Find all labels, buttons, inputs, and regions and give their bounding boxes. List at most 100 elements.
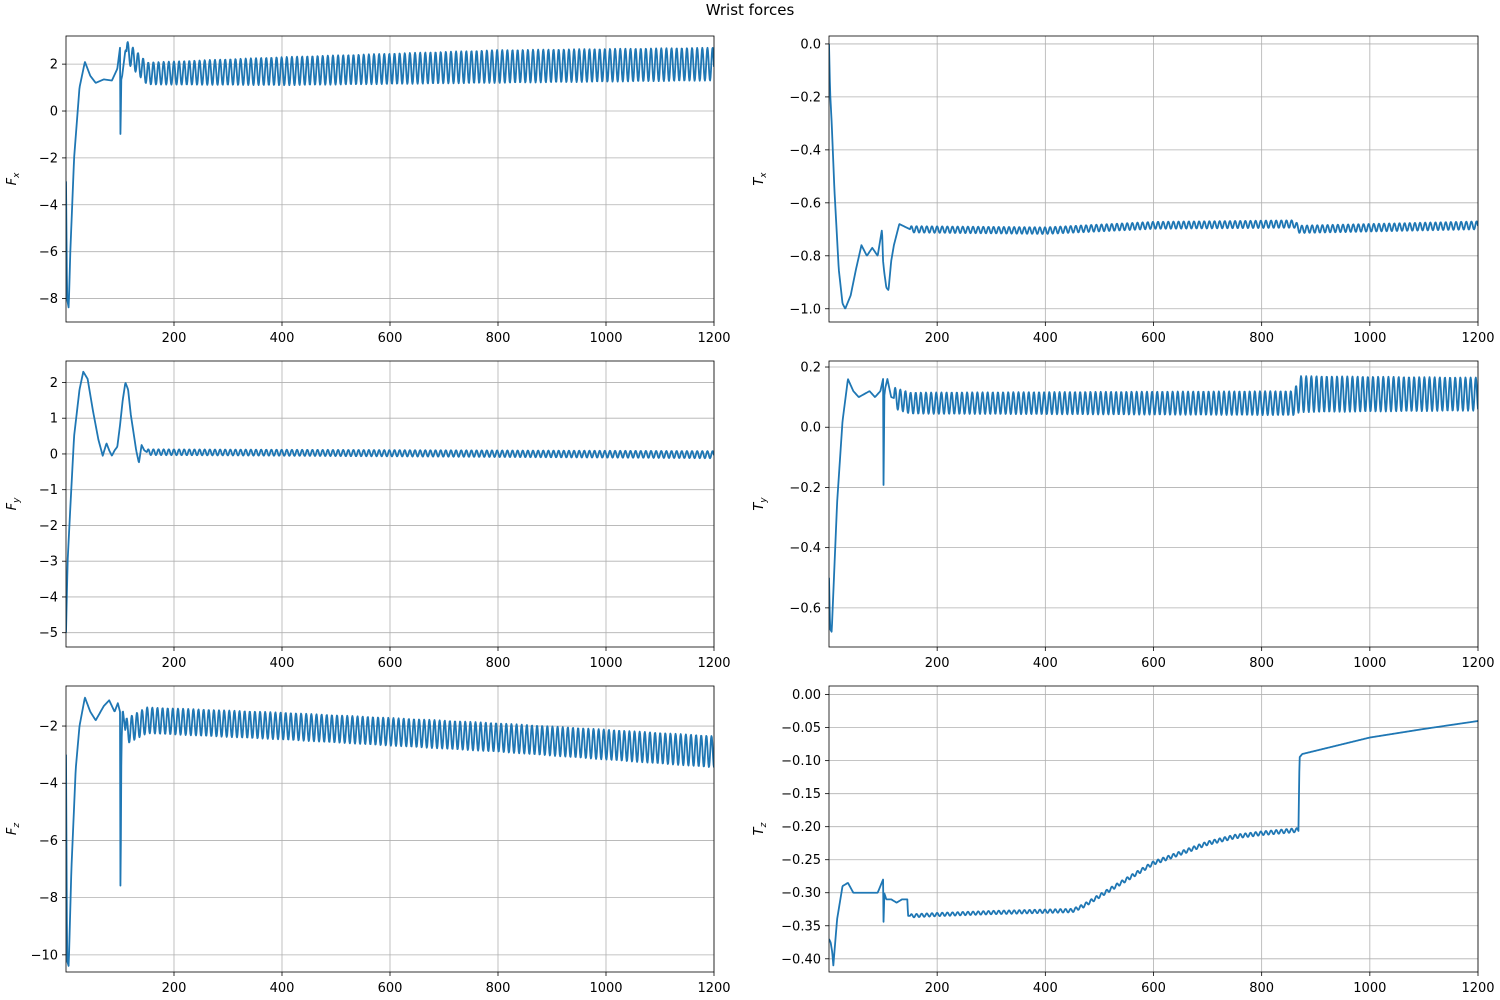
y-tick-label: −4	[39, 777, 58, 792]
x-tick-label: 400	[270, 331, 295, 346]
y-tick-label: −0.20	[781, 820, 821, 835]
axes-frame	[65, 360, 715, 648]
y-tick-label: −2	[39, 720, 58, 735]
y-tick-label: 2	[50, 58, 58, 73]
data-series-line	[66, 41, 714, 309]
x-tick-label: 1200	[697, 331, 730, 346]
data-series-line	[829, 720, 1478, 967]
axes-frame	[65, 35, 715, 323]
x-tick-label: 600	[378, 331, 403, 346]
y-tick-label: −0.15	[781, 787, 821, 802]
y-tick-label: −2	[39, 519, 58, 534]
axes-frame	[65, 685, 715, 973]
y-axis-label: Tx	[752, 172, 769, 186]
y-tick-label: −5	[39, 626, 58, 641]
y-tick-label: −4	[39, 198, 58, 213]
x-tick-label: 600	[1141, 656, 1166, 671]
y-tick-label: −0.40	[781, 952, 821, 967]
data-series-line	[829, 43, 1478, 310]
y-tick-label: −0.10	[781, 754, 821, 769]
y-tick-label: −6	[39, 245, 58, 260]
x-tick-label: 400	[1033, 981, 1058, 996]
y-axis-label: Fy	[5, 497, 22, 510]
x-tick-label: 800	[1249, 656, 1274, 671]
subplot-2: 200 400 600 800 1000 1200 −1.0 −0.8 −0.6 −0.4 −0.2…	[752, 35, 1495, 346]
data-series-line	[66, 696, 714, 967]
y-axis-label: Tz	[752, 822, 769, 835]
x-tick-label: 1200	[1461, 331, 1494, 346]
x-tick-label: 1200	[1461, 656, 1494, 671]
subplot-6: 200 400 600 800 1000 1200 −0.40 −0.35 −0.30 −0.25…	[752, 685, 1495, 996]
x-tick-label: 1200	[1461, 981, 1494, 996]
y-tick-label: 0	[50, 447, 58, 462]
x-tick-label: 400	[270, 981, 295, 996]
y-tick-label: −8	[39, 891, 58, 906]
x-tick-label: 800	[486, 981, 511, 996]
x-tick-label: 600	[378, 656, 403, 671]
y-tick-label: −4	[39, 590, 58, 605]
y-tick-label: 1	[50, 412, 58, 427]
y-axis-label: Ty	[752, 497, 769, 511]
y-tick-label: −0.4	[789, 541, 821, 556]
x-tick-label: 1000	[1353, 656, 1386, 671]
subplot-5: 200 400 600 800 1000 1200 −10 −8 −6 −4 −2 Fz	[5, 685, 731, 996]
x-tick-label: 1200	[697, 981, 730, 996]
y-tick-label: −0.2	[789, 90, 821, 105]
axes-frame	[828, 360, 1479, 648]
y-tick-label: −6	[39, 834, 58, 849]
x-tick-label: 200	[162, 981, 187, 996]
y-tick-label: −0.30	[781, 886, 821, 901]
y-tick-label: −0.2	[789, 481, 821, 496]
x-tick-label: 1200	[697, 656, 730, 671]
subplot-1: 200 400 600 800 1000 1200 −8 −6 −4 −2 0 2 Fx	[5, 35, 731, 346]
y-tick-label: −8	[39, 292, 58, 307]
x-tick-label: 800	[486, 656, 511, 671]
x-tick-label: 800	[486, 331, 511, 346]
x-tick-label: 200	[162, 656, 187, 671]
figure-title: Wrist forces	[705, 1, 795, 19]
y-tick-label: −0.4	[789, 143, 821, 158]
y-tick-label: −0.35	[781, 919, 821, 934]
y-tick-label: 0.2	[800, 361, 821, 376]
x-tick-label: 200	[925, 981, 950, 996]
x-tick-label: 200	[162, 331, 187, 346]
x-tick-label: 800	[1249, 331, 1274, 346]
x-tick-label: 1000	[589, 981, 622, 996]
y-tick-label: −1.0	[789, 302, 821, 317]
y-tick-label: −0.6	[789, 601, 821, 616]
x-tick-label: 1000	[589, 331, 622, 346]
y-tick-label: −10	[31, 948, 58, 963]
x-tick-label: 600	[1141, 981, 1166, 996]
x-tick-label: 200	[925, 656, 950, 671]
subplot-3: 200 400 600 800 1000 1200 −5 −4 −3 −2 −1 0 1 2 Fy	[5, 360, 731, 671]
y-tick-label: −0.6	[789, 196, 821, 211]
axes-frame	[828, 685, 1479, 973]
x-tick-label: 400	[270, 656, 295, 671]
y-axis-label: Fz	[5, 823, 22, 835]
y-tick-label: 0.0	[800, 37, 821, 52]
y-tick-label: −0.05	[781, 721, 821, 736]
data-series-line	[829, 375, 1478, 633]
y-tick-label: −2	[39, 151, 58, 166]
x-tick-label: 800	[1249, 981, 1274, 996]
x-tick-label: 1000	[1353, 331, 1386, 346]
y-tick-label: −1	[39, 483, 58, 498]
y-tick-label: −3	[39, 555, 58, 570]
y-tick-label: −0.25	[781, 853, 821, 868]
x-tick-label: 200	[925, 331, 950, 346]
y-axis-label: Fx	[5, 172, 22, 185]
x-tick-label: 1000	[589, 656, 622, 671]
x-tick-label: 400	[1033, 331, 1058, 346]
y-tick-label: 0.00	[792, 688, 821, 703]
y-tick-label: −0.8	[789, 249, 821, 264]
x-tick-label: 600	[378, 981, 403, 996]
y-tick-label: 0.0	[800, 421, 821, 436]
subplot-4: 200 400 600 800 1000 1200 −0.6 −0.4 −0.2 0.0 0.2 Ty	[752, 361, 1495, 671]
data-series-line	[66, 370, 714, 633]
x-tick-label: 600	[1141, 331, 1166, 346]
y-tick-label: 2	[50, 376, 58, 391]
y-tick-label: 0	[50, 105, 58, 120]
x-tick-label: 400	[1033, 656, 1058, 671]
x-tick-label: 1000	[1353, 981, 1386, 996]
